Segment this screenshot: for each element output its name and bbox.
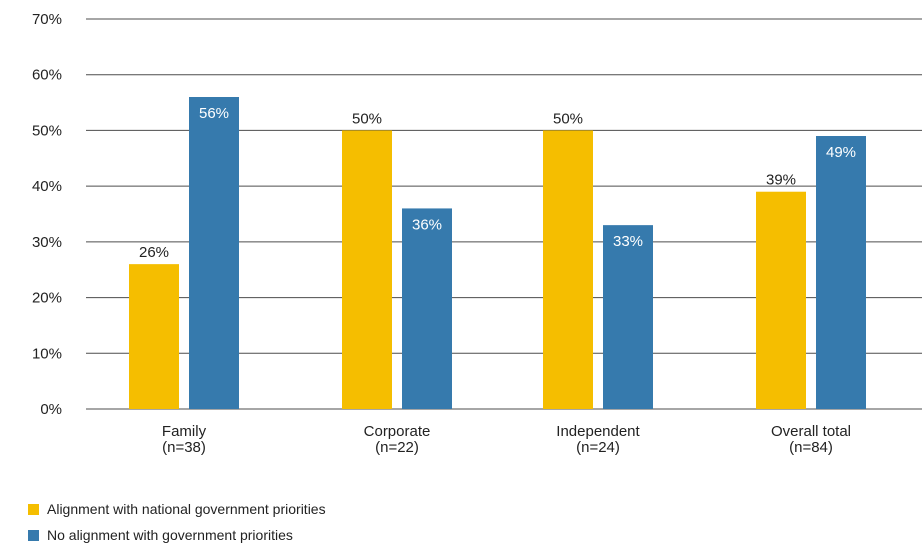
category-label-family: Family — [162, 423, 207, 440]
y-tick-label-20: 20% — [32, 290, 62, 307]
category-count-corporate: (n=22) — [375, 439, 419, 456]
legend-swatch-no-alignment — [28, 529, 39, 541]
data-label-corporate-series-1: 36% — [412, 216, 442, 233]
data-label-independent-series-0: 50% — [553, 110, 583, 127]
y-tick-label-40: 40% — [32, 178, 62, 195]
legend-item-alignment: Alignment with national government prior… — [28, 496, 326, 522]
bar-independent-series-0 — [543, 130, 593, 409]
y-tick-label-0: 0% — [40, 401, 62, 418]
category-label-overall-total: Overall total — [771, 423, 851, 440]
y-tick-label-70: 70% — [32, 11, 62, 28]
category-label-corporate: Corporate — [364, 423, 431, 440]
bar-family-series-1 — [189, 97, 239, 409]
category-label-independent: Independent — [556, 423, 640, 440]
legend: Alignment with national government prior… — [28, 496, 326, 548]
data-label-independent-series-1: 33% — [613, 233, 643, 250]
category-count-family: (n=38) — [162, 439, 206, 456]
legend-swatch-alignment — [28, 503, 39, 515]
legend-label-no-alignment: No alignment with government priorities — [47, 527, 293, 543]
data-label-family-series-0: 26% — [139, 244, 169, 261]
bar-chart: 0% 10% 20% 30% 40% 50% 60% 70% 26% 56% Family(n=38… — [32, 11, 922, 456]
bar-corporate-series-0 — [342, 130, 392, 409]
data-label-overall-total-series-0: 39% — [766, 172, 796, 189]
category-count-overall-total: (n=84) — [789, 439, 833, 456]
category-count-independent: (n=24) — [576, 439, 620, 456]
y-tick-label-50: 50% — [32, 122, 62, 139]
bar-overall-total-series-1 — [816, 136, 866, 409]
y-tick-label-10: 10% — [32, 345, 62, 362]
bar-family-series-0 — [129, 264, 179, 409]
y-tick-label-60: 60% — [32, 67, 62, 84]
bar-independent-series-1 — [603, 225, 653, 409]
data-label-corporate-series-0: 50% — [352, 110, 382, 127]
bar-overall-total-series-0 — [756, 191, 806, 409]
y-tick-label-30: 30% — [32, 234, 62, 251]
data-label-overall-total-series-1: 49% — [826, 144, 856, 161]
legend-label-alignment: Alignment with national government prior… — [47, 501, 326, 517]
bar-corporate-series-1 — [402, 208, 452, 409]
legend-item-no-alignment: No alignment with government priorities — [28, 522, 326, 548]
data-label-family-series-1: 56% — [199, 105, 229, 122]
